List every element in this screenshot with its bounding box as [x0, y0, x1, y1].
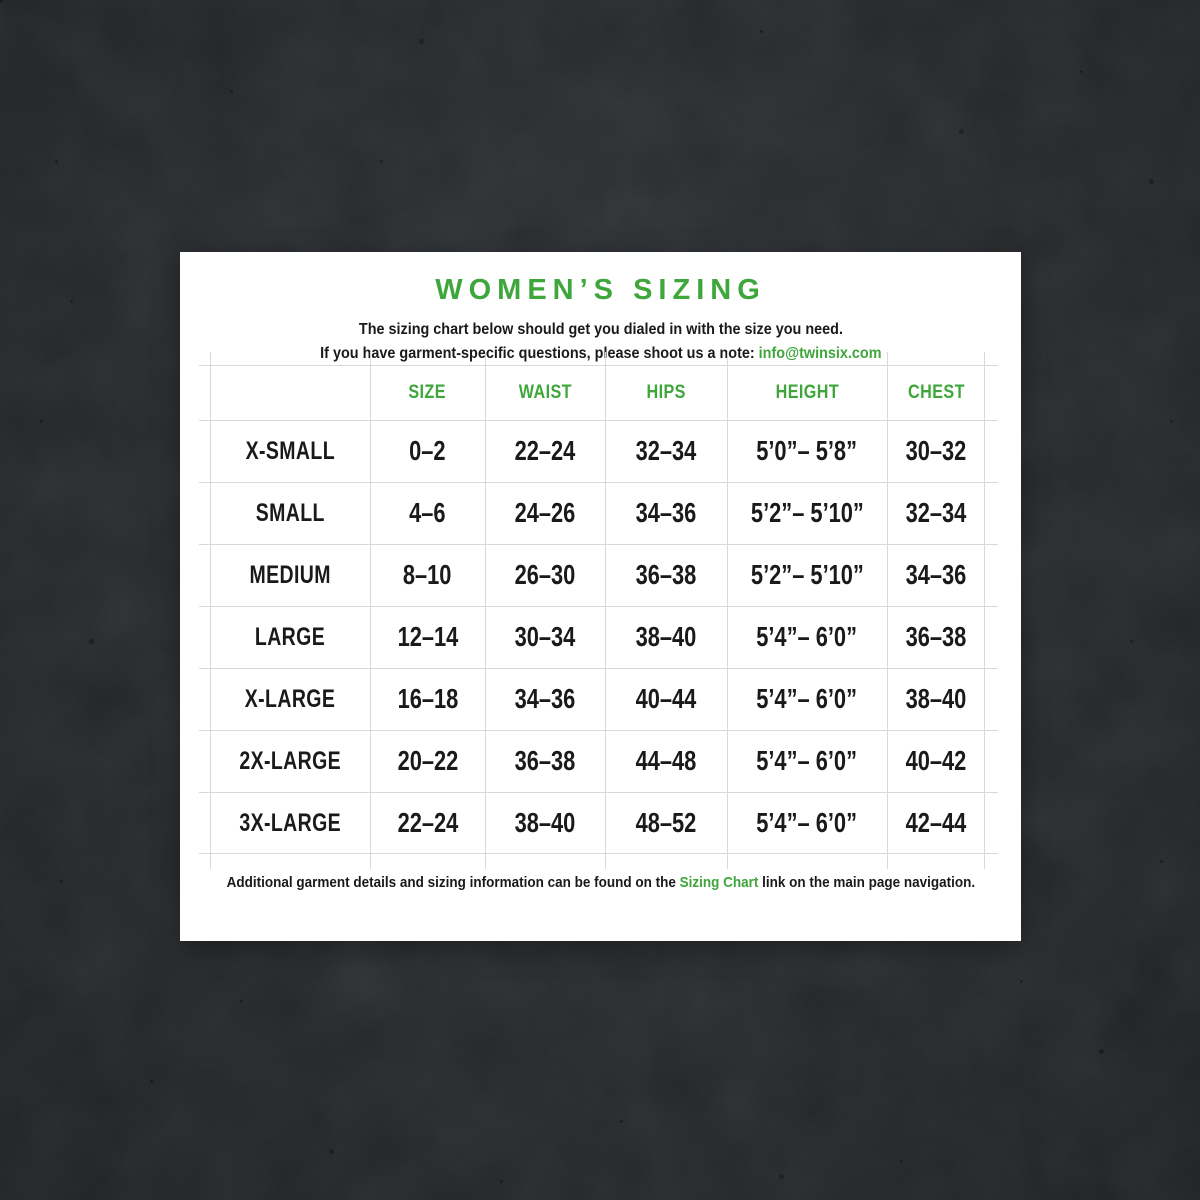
row-label: 3X-LARGE — [239, 808, 341, 837]
table-cell: 20–22 — [397, 745, 458, 776]
background-speckles — [0, 0, 3, 3]
row-label: X-LARGE — [244, 684, 336, 713]
table-cell: 5’2”– 5’10” — [750, 497, 864, 528]
table-cell: 34–36 — [514, 683, 576, 714]
table-cell: 44–48 — [635, 745, 697, 776]
row-label: 2X-LARGE — [239, 746, 341, 775]
footer-suffix: link on the main page navigation. — [758, 874, 975, 891]
row-label: MEDIUM — [249, 560, 331, 589]
table-cell: 24–26 — [514, 497, 576, 528]
column-header: HIPS — [646, 381, 686, 403]
table-cell: 48–52 — [635, 807, 697, 838]
column-header: SIZE — [408, 381, 447, 403]
table-cell: 5’4”– 6’0” — [756, 807, 858, 838]
table-cell: 12–14 — [397, 621, 458, 652]
row-label: SMALL — [255, 498, 325, 527]
table-cell: 30–34 — [514, 621, 576, 652]
column-header: HEIGHT — [775, 381, 839, 403]
row-label: LARGE — [254, 622, 326, 651]
table-cell: 38–40 — [905, 683, 967, 714]
table-cell: 22–24 — [397, 807, 458, 838]
email-link[interactable]: info@twinsix.com — [758, 345, 882, 362]
sizing-table-grid: SIZE WAIST HIPS HEIGHT CHEST X-SMALL 0–2 22–24 3… — [210, 365, 985, 854]
table-cell: 32–34 — [635, 435, 697, 466]
intro-line-1-text: The sizing chart below should get you di… — [358, 321, 843, 338]
table-cell: 5’4”– 6’0” — [756, 621, 858, 652]
table-cell: 40–44 — [635, 683, 697, 714]
table-cell: 22–24 — [514, 435, 576, 466]
intro-text: The sizing chart below should get you di… — [180, 318, 1021, 366]
table-cell: 26–30 — [514, 559, 576, 590]
table-cell: 16–18 — [397, 683, 458, 714]
table-cell: 36–38 — [905, 621, 967, 652]
table-cell: 34–36 — [635, 497, 697, 528]
table-cell: 4–6 — [409, 497, 446, 528]
table-cell: 5’4”– 6’0” — [756, 683, 858, 714]
table-cell: 34–36 — [905, 559, 967, 590]
intro-line-2: If you have garment-specific questions, … — [180, 342, 1021, 366]
table-cell: 30–32 — [905, 435, 967, 466]
sizing-table: SIZE WAIST HIPS HEIGHT CHEST X-SMALL 0–2 22–24 3… — [199, 352, 998, 869]
row-label: X-SMALL — [245, 436, 335, 465]
table-cell: 38–40 — [635, 621, 697, 652]
table-cell: 8–10 — [403, 559, 452, 590]
page-title: WOMEN’S SIZING — [435, 274, 766, 306]
sizing-chart-link[interactable]: Sizing Chart — [679, 874, 758, 891]
table-cell: 0–2 — [409, 435, 446, 466]
sizing-card: WOMEN’S SIZING The sizing chart below sh… — [180, 252, 1021, 941]
table-cell: 36–38 — [635, 559, 697, 590]
table-cell: 32–34 — [905, 497, 967, 528]
table-cell: 5’2”– 5’10” — [750, 559, 864, 590]
table-cell: 5’4”– 6’0” — [756, 745, 858, 776]
table-cell: 5’0”– 5’8” — [756, 435, 858, 466]
column-header: WAIST — [518, 381, 572, 403]
table-cell: 42–44 — [905, 807, 967, 838]
table-cell: 40–42 — [905, 745, 967, 776]
footer-note: Additional garment details and sizing in… — [180, 874, 1021, 891]
table-cell: 36–38 — [514, 745, 576, 776]
intro-line-2-text: If you have garment-specific questions, … — [319, 345, 759, 362]
footer-prefix: Additional garment details and sizing in… — [226, 874, 680, 891]
column-header: CHEST — [907, 381, 965, 403]
table-corner-cell — [210, 365, 370, 420]
table-cell: 38–40 — [514, 807, 576, 838]
intro-line-1: The sizing chart below should get you di… — [180, 318, 1021, 342]
